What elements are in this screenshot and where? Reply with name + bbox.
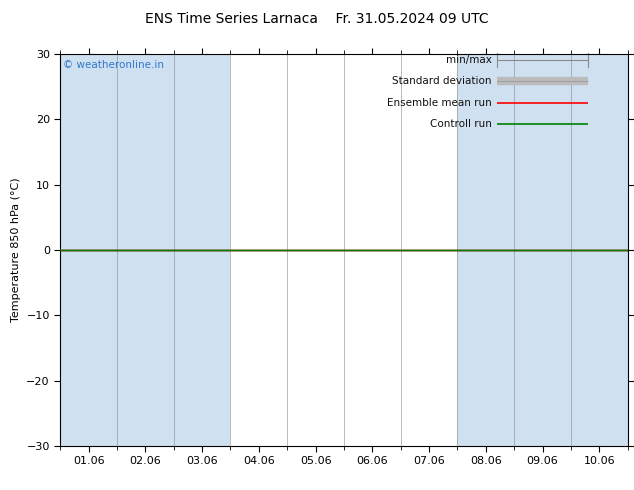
Text: Standard deviation: Standard deviation <box>392 76 491 86</box>
Bar <box>60 54 117 446</box>
Text: Controll run: Controll run <box>430 120 491 129</box>
Bar <box>457 54 514 446</box>
Bar <box>514 54 571 446</box>
Y-axis label: Temperature 850 hPa (°C): Temperature 850 hPa (°C) <box>11 177 21 322</box>
Text: ENS Time Series Larnaca    Fr. 31.05.2024 09 UTC: ENS Time Series Larnaca Fr. 31.05.2024 0… <box>145 12 489 26</box>
Text: © weatheronline.in: © weatheronline.in <box>63 60 164 70</box>
Text: min/max: min/max <box>446 55 491 65</box>
Bar <box>117 54 174 446</box>
Text: Ensemble mean run: Ensemble mean run <box>387 98 491 108</box>
Bar <box>174 54 231 446</box>
Bar <box>571 54 628 446</box>
